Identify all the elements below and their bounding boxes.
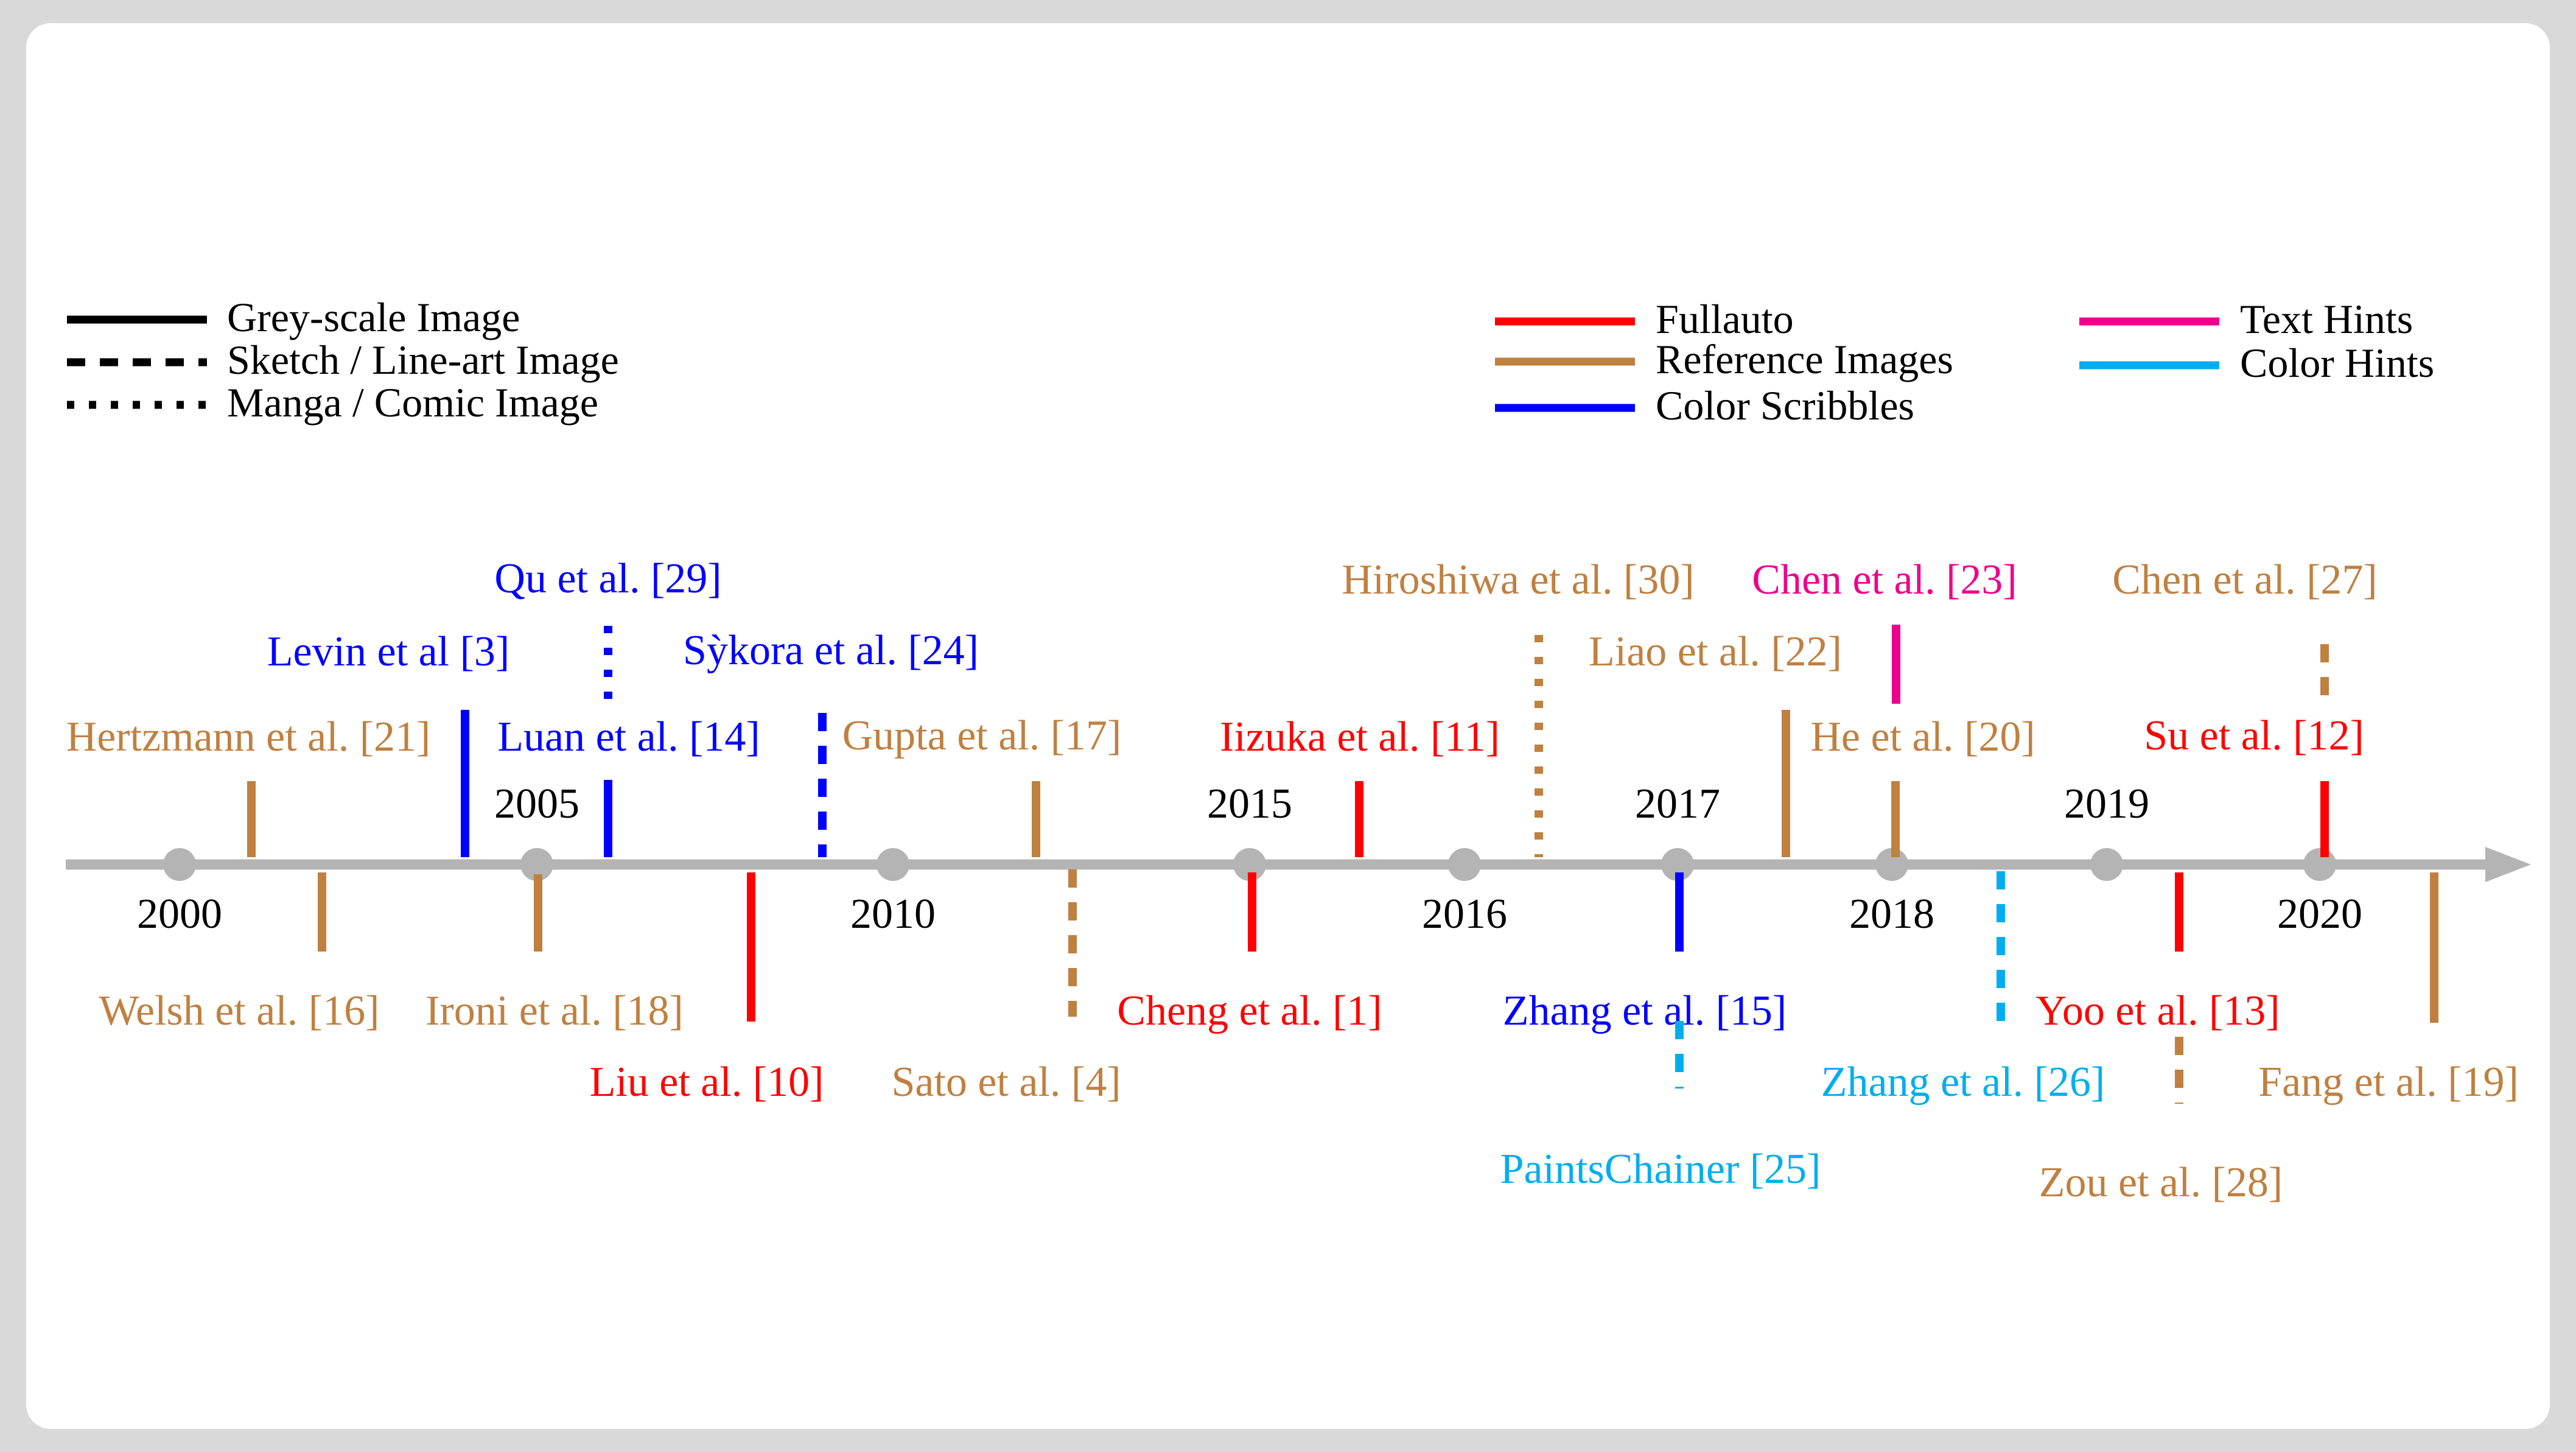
work-label-hiroshiwa-et-al-30: Hiroshiwa et al. [30] — [1342, 556, 1694, 603]
work-label-su-et-al-12: Su et al. [12] — [2144, 712, 2364, 759]
legend-color-label-text: Text Hints — [2240, 296, 2413, 342]
work-label-sato-et-al-4: Sato et al. [4] — [891, 1059, 1121, 1106]
work-label-qu-et-al-29: Qu et al. [29] — [494, 555, 721, 602]
year-marker-2020 — [2303, 848, 2336, 881]
year-label-2017: 2017 — [1635, 780, 1720, 827]
work-label-cheng-et-al-1: Cheng et al. [1] — [1117, 987, 1382, 1034]
legend-color-label-color: Color Hints — [2240, 340, 2434, 386]
legend-style-label-dashed: Sketch / Line-art Image — [227, 337, 619, 383]
legend-color-label-scribbles: Color Scribbles — [1656, 382, 1914, 429]
year-marker-2015 — [1233, 848, 1266, 881]
year-label-2005: 2005 — [494, 780, 579, 827]
year-marker-2000 — [163, 848, 196, 881]
work-label-s-kora-et-al-24: Sỳkora et al. [24] — [683, 627, 979, 674]
legend-style-label-solid: Grey-scale Image — [227, 294, 520, 340]
work-label-liu-et-al-10: Liu et al. [10] — [590, 1059, 824, 1106]
work-label-fang-et-al-19: Fang et al. [19] — [2258, 1059, 2519, 1106]
figure-card: Grey-scale Image Sketch / Line-art Image M… — [26, 23, 2550, 1429]
year-marker-2019 — [2090, 848, 2123, 881]
work-label-chen-et-al-23: Chen et al. [23] — [1752, 556, 2017, 603]
year-label-2015: 2015 — [1207, 780, 1292, 827]
year-marker-2016 — [1448, 848, 1481, 881]
timeline-arrowhead — [2485, 847, 2531, 882]
work-label-chen-et-al-27: Chen et al. [27] — [2112, 556, 2377, 603]
work-label-gupta-et-al-17: Gupta et al. [17] — [842, 712, 1122, 759]
work-label-zhang-et-al-15: Zhang et al. [15] — [1503, 987, 1787, 1034]
legend-color-label-fullauto: Fullauto — [1656, 296, 1794, 342]
work-label-zhang-et-al-26: Zhang et al. [26] — [1821, 1059, 2105, 1106]
year-marker-2017 — [1661, 848, 1694, 881]
year-label-2016: 2016 — [1422, 891, 1507, 938]
work-label-levin-et-al-3: Levin et al [3] — [267, 628, 509, 675]
work-label-paintschainer-25: PaintsChainer [25] — [1500, 1146, 1821, 1193]
work-label-liao-et-al-22: Liao et al. [22] — [1589, 628, 1842, 675]
year-label-2019: 2019 — [2064, 780, 2149, 827]
year-label-2000: 2000 — [137, 891, 222, 938]
year-marker-2005 — [520, 848, 553, 881]
work-label-hertzmann-et-al-21: Hertzmann et al. [21] — [66, 714, 431, 760]
year-marker-2018 — [1875, 848, 1908, 881]
work-label-yoo-et-al-13: Yoo et al. [13] — [2035, 987, 2280, 1034]
year-label-2010: 2010 — [850, 891, 936, 938]
work-label-zou-et-al-28: Zou et al. [28] — [2039, 1159, 2283, 1206]
work-label-luan-et-al-14: Luan et al. [14] — [497, 714, 760, 760]
work-label-he-et-al-20: He et al. [20] — [1810, 714, 2035, 760]
legend-color-label-reference: Reference Images — [1656, 336, 1953, 382]
work-label-ironi-et-al-18: Ironi et al. [18] — [425, 987, 684, 1034]
work-label-iizuka-et-al-11: Iizuka et al. [11] — [1220, 714, 1500, 760]
year-label-2020: 2020 — [2277, 891, 2362, 938]
work-label-welsh-et-al-16: Welsh et al. [16] — [99, 987, 380, 1034]
year-label-2018: 2018 — [1849, 891, 1934, 938]
legend-style-label-dotted: Manga / Comic Image — [227, 379, 598, 426]
year-marker-2010 — [877, 848, 909, 881]
